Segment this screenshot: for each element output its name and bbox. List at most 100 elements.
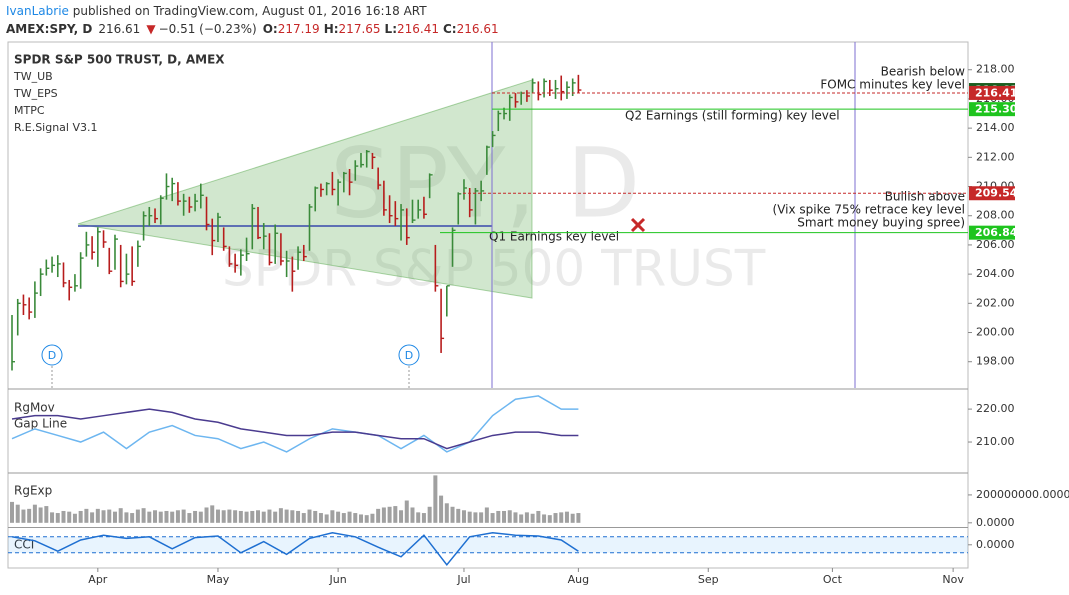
indicator-line — [11, 395, 579, 453]
symbol: AMEX:SPY, D — [6, 22, 92, 36]
volume-bar — [461, 510, 466, 523]
volume-bar — [473, 512, 478, 523]
indicator-line — [11, 408, 579, 450]
volume-bar — [484, 507, 489, 523]
annotation: Bearish below — [881, 65, 966, 79]
legend: SPDR S&P 500 TRUST, D, AMEX TW_UB TW_EPS… — [13, 53, 225, 135]
volume-bar — [72, 513, 77, 523]
volume-bar — [301, 513, 306, 523]
dividend-label: D — [48, 349, 56, 362]
volume-bar — [570, 513, 575, 523]
indicator-label: RgMov — [14, 401, 55, 415]
y-tick-label: 212.00 — [976, 150, 1015, 163]
y-tick-label: 218.00 — [976, 63, 1015, 76]
volume-bar — [221, 510, 226, 523]
volume-bar — [215, 509, 220, 523]
l-label: L: — [385, 22, 397, 36]
volume-bar — [513, 512, 518, 523]
volume-bar — [507, 510, 512, 523]
indicator-label: RgExp — [14, 484, 52, 498]
volume-bar — [290, 510, 295, 523]
wedge — [77, 79, 533, 299]
volume-bar — [496, 510, 501, 523]
y-tick-label: 204.00 — [976, 267, 1015, 280]
volume-bar — [479, 512, 484, 523]
volume-bar — [456, 508, 461, 523]
volume-bar — [250, 510, 255, 523]
volume-bar — [530, 513, 535, 523]
volume-bar — [256, 510, 261, 523]
volume-bar — [50, 512, 55, 523]
volume-bar — [193, 510, 198, 523]
y-tick-label: 210.00 — [976, 435, 1015, 448]
price-tag-label: 206.84 — [975, 226, 1018, 239]
c-value: 216.61 — [457, 22, 499, 36]
header-line: IvanLabrie published on TradingView.com,… — [6, 4, 427, 18]
volume-bar — [233, 510, 238, 523]
y-tick-label: 220.00 — [976, 402, 1015, 415]
volume-bar — [273, 511, 278, 523]
volume-bar — [559, 512, 564, 523]
annotation: Q2 Earnings (still forming) key level — [625, 109, 840, 123]
y-tick-label: 214.00 — [976, 121, 1015, 134]
volume-bar — [444, 503, 449, 523]
h-label: H: — [324, 22, 339, 36]
volume-bar — [524, 512, 529, 523]
volume-bar — [10, 501, 15, 523]
change: −0.51 (−0.23%) — [159, 22, 257, 36]
volume-bar — [387, 506, 392, 523]
price-tag — [969, 225, 1015, 240]
volume-bar — [404, 500, 409, 523]
annotation: Smart money buying spree) — [797, 216, 965, 230]
volume-bar — [427, 506, 432, 523]
volume-bar — [547, 515, 552, 523]
volume-bar — [439, 495, 444, 523]
volume-bar — [267, 509, 272, 523]
volume-bar — [410, 507, 415, 523]
band — [8, 536, 968, 553]
y-tick-label: 198.00 — [976, 355, 1015, 368]
volume-bar — [107, 509, 112, 523]
volume-bar — [416, 512, 421, 523]
volume-bar — [353, 513, 358, 523]
volume-bar — [67, 511, 72, 523]
volume-bar — [364, 515, 369, 523]
legend-item: TW_UB — [13, 70, 53, 83]
volume-bar — [450, 506, 455, 523]
volume-bar — [324, 514, 329, 523]
x-tick-label: Nov — [942, 573, 964, 586]
volume-bar — [318, 513, 323, 523]
volume-bar — [433, 475, 438, 523]
annotation: Q1 Earnings key level — [489, 230, 619, 244]
volume-bar — [78, 510, 83, 523]
volume-bar — [164, 510, 169, 523]
last: 216.61 — [98, 22, 140, 36]
volume-bar — [421, 513, 426, 523]
volume-bar — [278, 508, 283, 523]
author[interactable]: IvanLabrie — [6, 4, 69, 18]
legend-title: SPDR S&P 500 TRUST, D, AMEX — [14, 53, 225, 67]
volume-bar — [84, 508, 89, 523]
volume-bar — [564, 511, 569, 523]
volume-bar — [376, 508, 381, 523]
watermark: SPY, D — [330, 127, 640, 239]
y-tick-label: 200000000.0000 — [976, 488, 1069, 501]
y-tick-label: 202.00 — [976, 296, 1015, 309]
volume-bar — [130, 513, 135, 523]
volume-bar — [536, 510, 541, 523]
volume-bar — [181, 509, 186, 523]
y-tick-label: 0.0000 — [976, 538, 1015, 551]
volume-bar — [38, 507, 43, 523]
legend-item: MTPC — [14, 104, 45, 117]
volume-bar — [502, 510, 507, 523]
volume-bar — [553, 513, 558, 523]
volume-bar — [95, 508, 100, 523]
indicator-line — [11, 532, 579, 567]
volume-bar — [370, 513, 375, 523]
dividend-label: D — [405, 349, 413, 362]
x-tick-label: Aug — [568, 573, 589, 586]
volume-bar — [90, 512, 95, 523]
volume-bar — [21, 509, 26, 523]
price-tag-label: 216.41 — [975, 86, 1017, 99]
